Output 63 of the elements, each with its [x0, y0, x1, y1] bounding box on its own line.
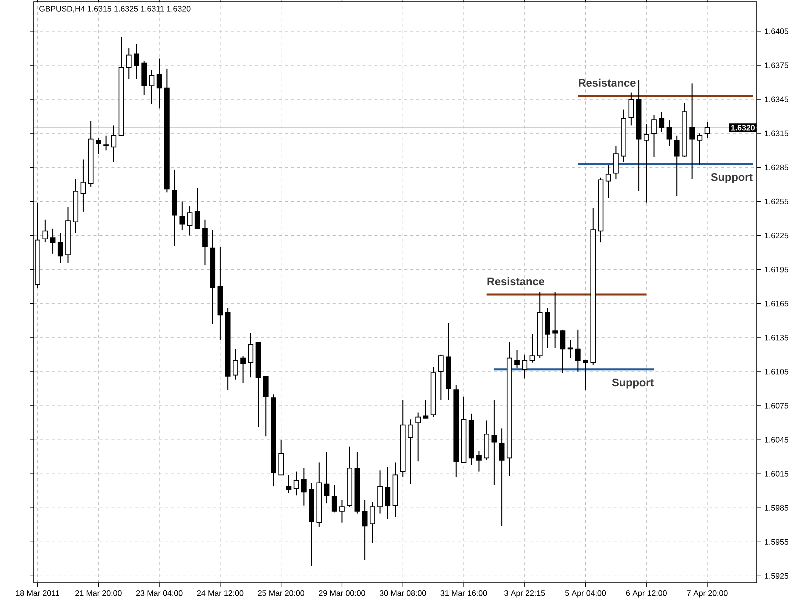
candlestick — [96, 138, 102, 155]
candlestick — [126, 48, 132, 80]
candlestick — [606, 164, 612, 199]
candlestick — [560, 329, 566, 374]
candlestick — [674, 135, 680, 197]
candlestick — [652, 114, 657, 158]
candlestick — [149, 70, 155, 105]
candlestick — [301, 468, 307, 506]
candlestick — [278, 440, 284, 476]
candlestick — [134, 43, 140, 80]
candlestick — [484, 420, 490, 461]
candlestick — [104, 135, 109, 152]
candlestick — [324, 452, 330, 504]
candlestick — [697, 133, 703, 166]
candlestick — [362, 500, 368, 561]
candlestick — [530, 334, 536, 364]
candlestick — [42, 219, 48, 244]
candlestick — [263, 376, 269, 438]
candlestick — [240, 356, 246, 384]
series-label: Resistance — [488, 278, 545, 286]
candlestick — [202, 219, 208, 266]
candlestick — [58, 232, 64, 264]
series-label: Resistance — [579, 78, 636, 87]
candlestick — [423, 400, 429, 419]
candlestick — [385, 466, 391, 520]
candlestick — [50, 228, 56, 254]
candlestick — [545, 308, 550, 349]
candlestick — [111, 125, 117, 162]
candlestick — [294, 471, 300, 496]
candlestick — [142, 60, 148, 96]
candlestick — [340, 500, 345, 524]
candlestick — [438, 354, 444, 401]
candlestick — [408, 419, 414, 485]
candlestick — [644, 124, 650, 204]
candlestick — [499, 428, 505, 527]
candlestick — [492, 400, 498, 486]
candlestick — [156, 58, 162, 110]
candlestick — [614, 146, 619, 180]
candlestick — [690, 83, 695, 180]
candlestick — [378, 470, 383, 514]
candlestick — [416, 412, 422, 462]
candlestick — [659, 112, 665, 133]
series-label: Support — [711, 173, 753, 184]
series-label: Support — [612, 378, 654, 389]
candlestick — [522, 354, 528, 380]
candlestick — [666, 120, 672, 147]
candlestick — [552, 292, 558, 349]
candlestick — [180, 201, 186, 231]
candlestick — [704, 122, 710, 139]
candlestick — [233, 348, 238, 380]
candlestick — [568, 340, 574, 359]
candlestick — [80, 159, 86, 212]
candlestick — [332, 484, 338, 514]
candlestick — [370, 502, 376, 544]
candlestick — [194, 188, 200, 230]
candlestick — [248, 332, 254, 378]
candlestick — [187, 206, 193, 236]
candlestick — [476, 450, 482, 472]
candlestick — [583, 360, 588, 391]
candlestick — [575, 329, 581, 372]
candlestick — [628, 92, 634, 126]
candlestick — [286, 474, 292, 494]
candlestick — [514, 350, 520, 370]
